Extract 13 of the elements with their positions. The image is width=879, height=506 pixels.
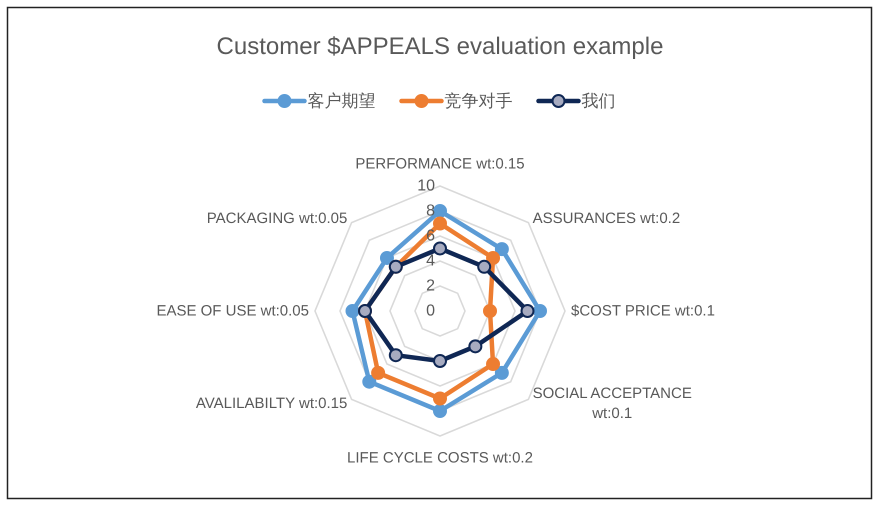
spoke-label: $COST PRICE wt:0.1 <box>571 302 715 320</box>
legend-label: 竞争对手 <box>444 92 512 110</box>
spoke-label: PERFORMANCE wt:0.15 <box>355 156 525 172</box>
legend-label: 我们 <box>582 92 616 110</box>
chart-title: Customer $APPEALS evaluation example <box>216 33 664 60</box>
y-tick-label: 2 <box>426 278 436 294</box>
y-tick-label: 0 <box>426 302 436 320</box>
spoke-label: ASSURANCES wt:0.2 <box>532 210 680 227</box>
y-tick-label: 4 <box>426 252 436 270</box>
legend-label: 客户期望 <box>308 92 376 110</box>
spoke-label: SOCIAL ACCEPTANCE wt:0.1 <box>532 385 692 422</box>
y-tick-label: 10 <box>417 178 436 194</box>
spoke-label: PACKAGING wt:0.05 <box>206 210 348 227</box>
